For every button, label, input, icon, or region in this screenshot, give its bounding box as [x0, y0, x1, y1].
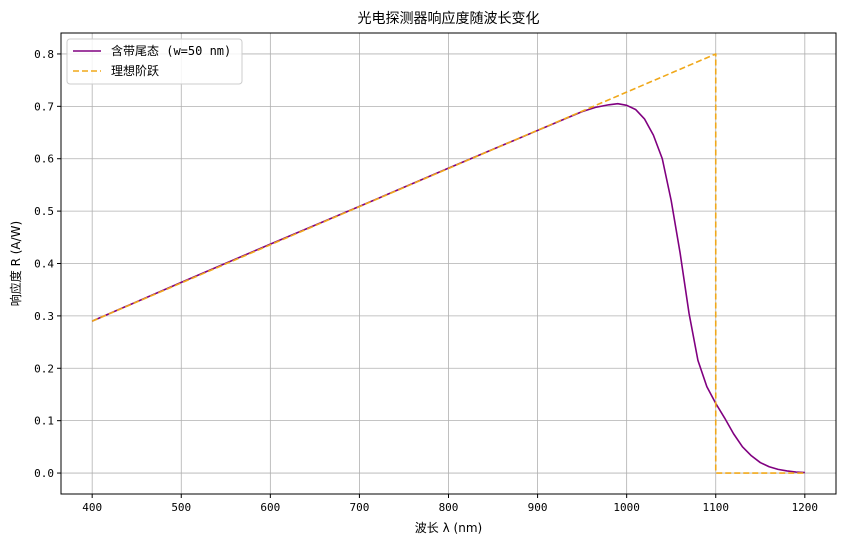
y-tick-label: 0.0 — [34, 467, 54, 480]
y-tick-label: 0.5 — [34, 205, 54, 218]
y-tick-label: 0.7 — [34, 100, 54, 113]
y-tick-label: 0.1 — [34, 415, 54, 428]
legend-label: 理想阶跃 — [111, 63, 159, 78]
x-tick-label: 900 — [528, 501, 548, 514]
y-tick-label: 0.8 — [34, 48, 54, 61]
x-tick-label: 500 — [171, 501, 191, 514]
y-tick-label: 0.4 — [34, 258, 54, 271]
legend-box — [66, 38, 243, 85]
legend-label: 含带尾态 (w=50 nm) — [111, 43, 231, 58]
legend: 含带尾态 (w=50 nm) 理想阶跃 — [66, 38, 243, 85]
y-tick-label: 0.6 — [34, 153, 54, 166]
chart-title: 光电探测器响应度随波长变化 — [358, 10, 540, 27]
x-tick-label: 1000 — [613, 501, 640, 514]
y-tick-label: 0.3 — [34, 310, 54, 323]
ticks: 400 500 600 700 800 900 1000 1100 1200 0.0 0.1 0.2 0… — [34, 48, 818, 514]
x-tick-label: 1200 — [792, 501, 819, 514]
x-tick-label: 600 — [260, 501, 280, 514]
x-tick-label: 700 — [349, 501, 369, 514]
x-tick-label: 800 — [439, 501, 459, 514]
series-layer — [91, 53, 805, 474]
x-tick-label: 400 — [82, 501, 102, 514]
y-tick-label: 0.2 — [34, 362, 54, 375]
x-tick-label: 1100 — [702, 501, 729, 514]
x-axis-label: 波长 λ (nm) — [415, 521, 482, 535]
y-axis-label: 响应度 R (A/W) — [8, 221, 23, 306]
series-line-2 — [91, 53, 805, 474]
